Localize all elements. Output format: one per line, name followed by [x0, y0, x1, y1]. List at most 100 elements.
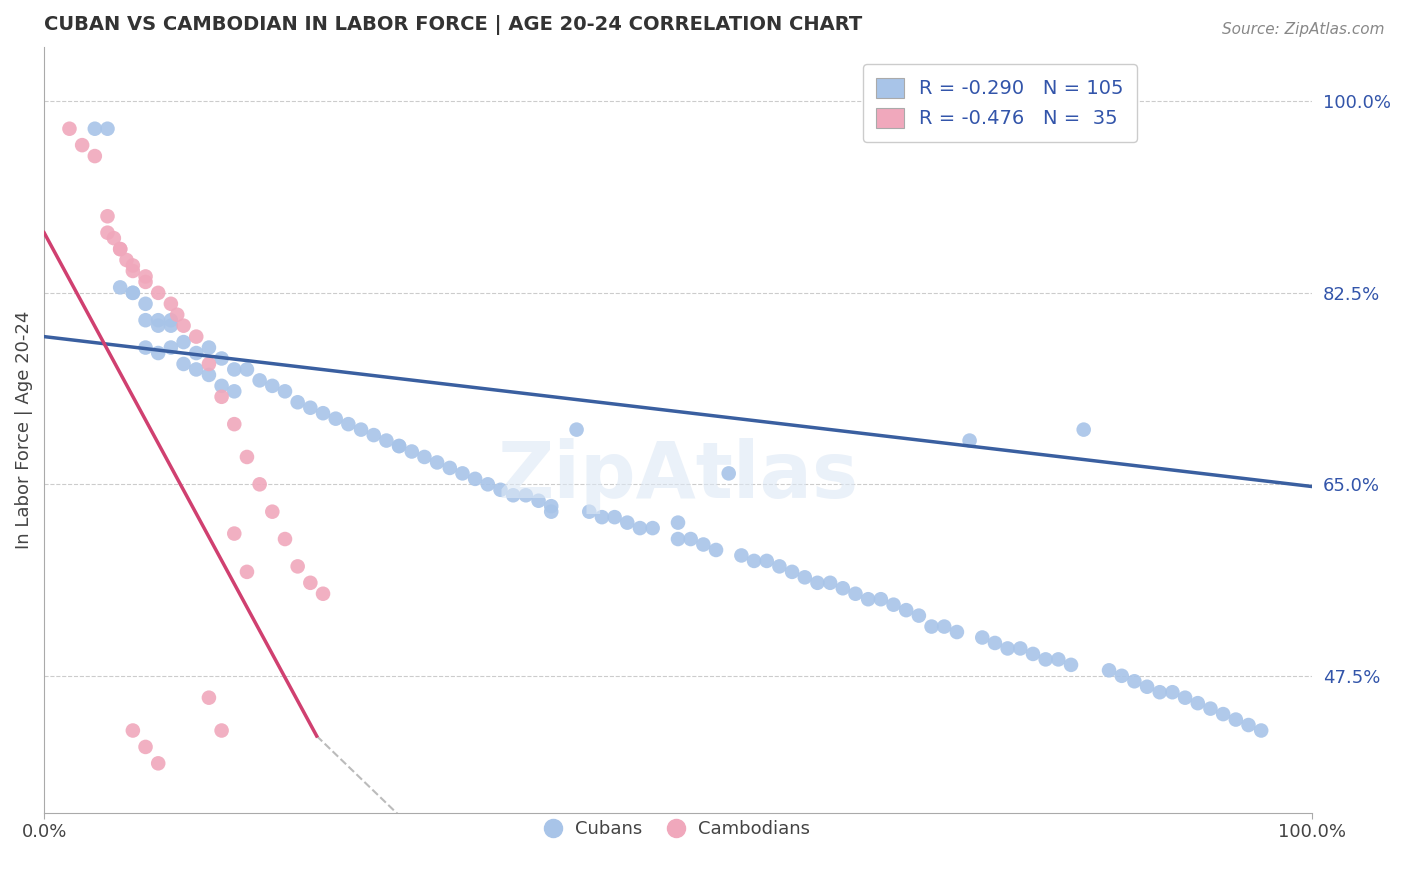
- Point: [262, 505, 284, 519]
- Point: [959, 434, 981, 448]
- Point: [1187, 696, 1209, 710]
- Point: [274, 384, 297, 399]
- Point: [337, 417, 360, 432]
- Point: [439, 461, 461, 475]
- Point: [224, 384, 246, 399]
- Point: [896, 603, 918, 617]
- Point: [148, 313, 170, 327]
- Point: [173, 335, 195, 350]
- Point: [679, 532, 702, 546]
- Point: [70, 138, 93, 153]
- Point: [103, 231, 125, 245]
- Point: [869, 592, 891, 607]
- Point: [1073, 423, 1095, 437]
- Point: [641, 521, 664, 535]
- Point: [1237, 718, 1260, 732]
- Point: [135, 297, 157, 311]
- Point: [236, 450, 259, 464]
- Point: [173, 318, 195, 333]
- Point: [274, 532, 297, 546]
- Point: [236, 565, 259, 579]
- Point: [806, 575, 828, 590]
- Point: [1149, 685, 1171, 699]
- Point: [666, 516, 689, 530]
- Point: [312, 587, 335, 601]
- Point: [262, 379, 284, 393]
- Point: [211, 723, 233, 738]
- Point: [186, 362, 208, 376]
- Text: CUBAN VS CAMBODIAN IN LABOR FORCE | AGE 20-24 CORRELATION CHART: CUBAN VS CAMBODIAN IN LABOR FORCE | AGE …: [44, 15, 862, 35]
- Point: [1136, 680, 1159, 694]
- Point: [451, 467, 474, 481]
- Point: [224, 417, 246, 432]
- Point: [413, 450, 436, 464]
- Point: [921, 619, 943, 633]
- Point: [198, 690, 221, 705]
- Point: [135, 313, 157, 327]
- Point: [717, 467, 740, 481]
- Point: [1250, 723, 1272, 738]
- Point: [121, 264, 143, 278]
- Point: [108, 280, 131, 294]
- Point: [198, 341, 221, 355]
- Point: [198, 357, 221, 371]
- Point: [1010, 641, 1032, 656]
- Text: ZipAtlas: ZipAtlas: [498, 438, 859, 514]
- Point: [96, 226, 118, 240]
- Point: [565, 423, 588, 437]
- Point: [502, 488, 524, 502]
- Point: [211, 351, 233, 366]
- Point: [984, 636, 1007, 650]
- Y-axis label: In Labor Force | Age 20-24: In Labor Force | Age 20-24: [15, 310, 32, 549]
- Point: [388, 439, 411, 453]
- Point: [388, 439, 411, 453]
- Point: [135, 341, 157, 355]
- Point: [692, 537, 714, 551]
- Point: [160, 318, 183, 333]
- Point: [148, 318, 170, 333]
- Point: [325, 411, 347, 425]
- Point: [856, 592, 879, 607]
- Point: [628, 521, 651, 535]
- Point: [591, 510, 613, 524]
- Point: [1123, 674, 1146, 689]
- Point: [287, 395, 309, 409]
- Point: [883, 598, 905, 612]
- Point: [1225, 713, 1247, 727]
- Point: [831, 581, 853, 595]
- Point: [908, 608, 931, 623]
- Point: [299, 401, 322, 415]
- Point: [96, 209, 118, 223]
- Point: [236, 362, 259, 376]
- Point: [121, 723, 143, 738]
- Point: [1098, 663, 1121, 677]
- Point: [249, 477, 271, 491]
- Point: [704, 543, 727, 558]
- Point: [148, 346, 170, 360]
- Point: [198, 368, 221, 382]
- Point: [1199, 701, 1222, 715]
- Point: [780, 565, 803, 579]
- Point: [527, 493, 550, 508]
- Point: [350, 423, 373, 437]
- Point: [1022, 647, 1045, 661]
- Point: [312, 406, 335, 420]
- Point: [115, 253, 138, 268]
- Point: [616, 516, 638, 530]
- Point: [793, 570, 815, 584]
- Point: [108, 242, 131, 256]
- Point: [946, 625, 969, 640]
- Point: [666, 532, 689, 546]
- Point: [489, 483, 512, 497]
- Point: [844, 587, 866, 601]
- Point: [603, 510, 626, 524]
- Point: [224, 362, 246, 376]
- Point: [135, 739, 157, 754]
- Point: [997, 641, 1019, 656]
- Point: [1174, 690, 1197, 705]
- Point: [173, 357, 195, 371]
- Point: [375, 434, 398, 448]
- Point: [1111, 669, 1133, 683]
- Point: [121, 285, 143, 300]
- Point: [1035, 652, 1057, 666]
